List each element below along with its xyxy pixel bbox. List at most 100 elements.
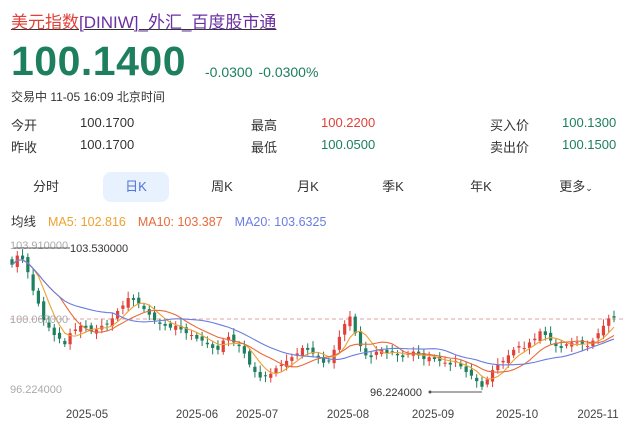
quote-label: 买入价 bbox=[490, 118, 530, 133]
tab-more[interactable]: 更多⌄ bbox=[543, 172, 609, 202]
candle-body bbox=[512, 349, 516, 356]
candle-body bbox=[152, 312, 157, 321]
tab-minute[interactable]: 分时 bbox=[32, 179, 59, 194]
y-axis-label: 100.067000 bbox=[10, 314, 68, 326]
quote-label: 卖出价 bbox=[490, 140, 530, 155]
chevron-down-icon: ⌄ bbox=[585, 183, 593, 193]
candle-body bbox=[432, 357, 437, 360]
candle-body bbox=[517, 346, 521, 348]
candle-body bbox=[15, 255, 19, 268]
tab-quarterly-k[interactable]: 季K bbox=[382, 179, 404, 194]
tab-daily-k[interactable]: 日K bbox=[103, 172, 169, 202]
candle-body bbox=[559, 346, 563, 348]
candle-body bbox=[89, 325, 93, 332]
candle-body bbox=[126, 298, 130, 308]
candle-body bbox=[427, 357, 431, 362]
title-link-source[interactable]: [DINIW]_外汇_百度股市通 bbox=[79, 13, 277, 32]
candle-body bbox=[327, 360, 331, 362]
title-link-index[interactable]: 美元指数 bbox=[11, 13, 79, 32]
tab-monthly-k[interactable]: 月K bbox=[297, 179, 319, 194]
candle-body bbox=[337, 336, 342, 350]
tab-yearly-k[interactable]: 年K bbox=[470, 179, 492, 194]
candle-body bbox=[174, 325, 178, 330]
ma5-value: MA5: 102.816 bbox=[48, 215, 126, 229]
candle-body bbox=[279, 364, 283, 367]
candle-body bbox=[110, 318, 114, 327]
candle-body bbox=[52, 327, 56, 336]
candle-body bbox=[263, 375, 268, 377]
candle-body bbox=[269, 373, 273, 378]
candle-body bbox=[248, 351, 252, 365]
candle-body bbox=[237, 344, 241, 347]
quote-label: 最高 bbox=[251, 118, 278, 133]
y-axis-label: 96.224000 bbox=[10, 384, 62, 396]
candle-body bbox=[490, 370, 495, 382]
min-marker-dot bbox=[428, 390, 432, 394]
candle-body bbox=[105, 323, 109, 325]
candle-body bbox=[290, 357, 294, 361]
candle-body bbox=[422, 353, 426, 360]
candle-body bbox=[36, 290, 41, 304]
page-title[interactable]: 美元指数[DINIW]_外汇_百度股市通 bbox=[11, 8, 276, 33]
candle-body bbox=[142, 305, 146, 310]
ma10-line bbox=[11, 259, 615, 373]
candle-body bbox=[496, 364, 500, 371]
period-tabs: 分时 日K 周K 月K 季K 年K 更多⌄ bbox=[0, 172, 625, 202]
candle-body bbox=[68, 333, 72, 345]
candle-body bbox=[443, 362, 447, 364]
candle-body bbox=[274, 368, 278, 374]
candle-body bbox=[358, 330, 363, 347]
candle-body bbox=[485, 379, 489, 385]
candle-body bbox=[200, 336, 204, 341]
candle-body bbox=[10, 259, 14, 265]
candle-body bbox=[42, 301, 46, 321]
candle-body bbox=[94, 329, 99, 334]
candle-body bbox=[221, 340, 225, 353]
candle-body bbox=[295, 353, 299, 355]
candle-body bbox=[47, 322, 51, 328]
candle-body bbox=[253, 366, 257, 372]
quote-label: 昨收 bbox=[11, 140, 38, 155]
x-axis-label: 2025-08 bbox=[327, 409, 369, 421]
candle-body bbox=[607, 318, 611, 326]
quote-value: 100.1500 bbox=[562, 137, 617, 152]
candle-body bbox=[321, 357, 326, 363]
quote-label: 最低 bbox=[251, 140, 278, 155]
candle-body bbox=[596, 333, 600, 339]
candle-body bbox=[385, 349, 389, 354]
candle-body bbox=[469, 369, 474, 376]
tab-weekly-k[interactable]: 周K bbox=[211, 179, 233, 194]
ma10-value: MA10: 103.387 bbox=[137, 215, 223, 229]
trade-status: 交易中 11-05 16:09 北京时间 bbox=[11, 90, 165, 104]
candle-body bbox=[147, 309, 151, 315]
x-axis-label: 2025-05 bbox=[66, 409, 108, 421]
candle-body bbox=[232, 334, 236, 343]
candle-body bbox=[475, 377, 479, 382]
candle-body bbox=[580, 340, 584, 345]
candle-body bbox=[31, 274, 35, 291]
candle-body bbox=[554, 342, 558, 347]
candle-body bbox=[343, 323, 347, 335]
candle-body bbox=[226, 336, 231, 341]
candle-body bbox=[189, 335, 194, 337]
quote-value: 100.1300 bbox=[562, 115, 617, 130]
candle-body bbox=[311, 347, 315, 354]
quote-value: 100.0500 bbox=[321, 137, 376, 152]
candle-body bbox=[242, 346, 246, 354]
ma5-line bbox=[11, 259, 615, 380]
candle-body bbox=[564, 344, 569, 346]
candle-body bbox=[575, 342, 579, 344]
candle-body bbox=[348, 316, 352, 327]
candle-body bbox=[543, 331, 547, 336]
candle-body bbox=[464, 366, 468, 372]
x-axis-label: 2025-11 bbox=[577, 409, 618, 421]
candle-body bbox=[158, 322, 162, 324]
candle-body bbox=[448, 362, 452, 365]
candle-body bbox=[369, 355, 373, 358]
candle-body bbox=[73, 329, 77, 331]
candle-body bbox=[79, 325, 83, 332]
candle-body bbox=[527, 342, 532, 348]
candle-body bbox=[306, 347, 310, 350]
quote-value: 100.1700 bbox=[80, 115, 135, 130]
kline-chart[interactable]: 103.910000 100.067000 96.224000 103.530000 9… bbox=[0, 230, 625, 426]
